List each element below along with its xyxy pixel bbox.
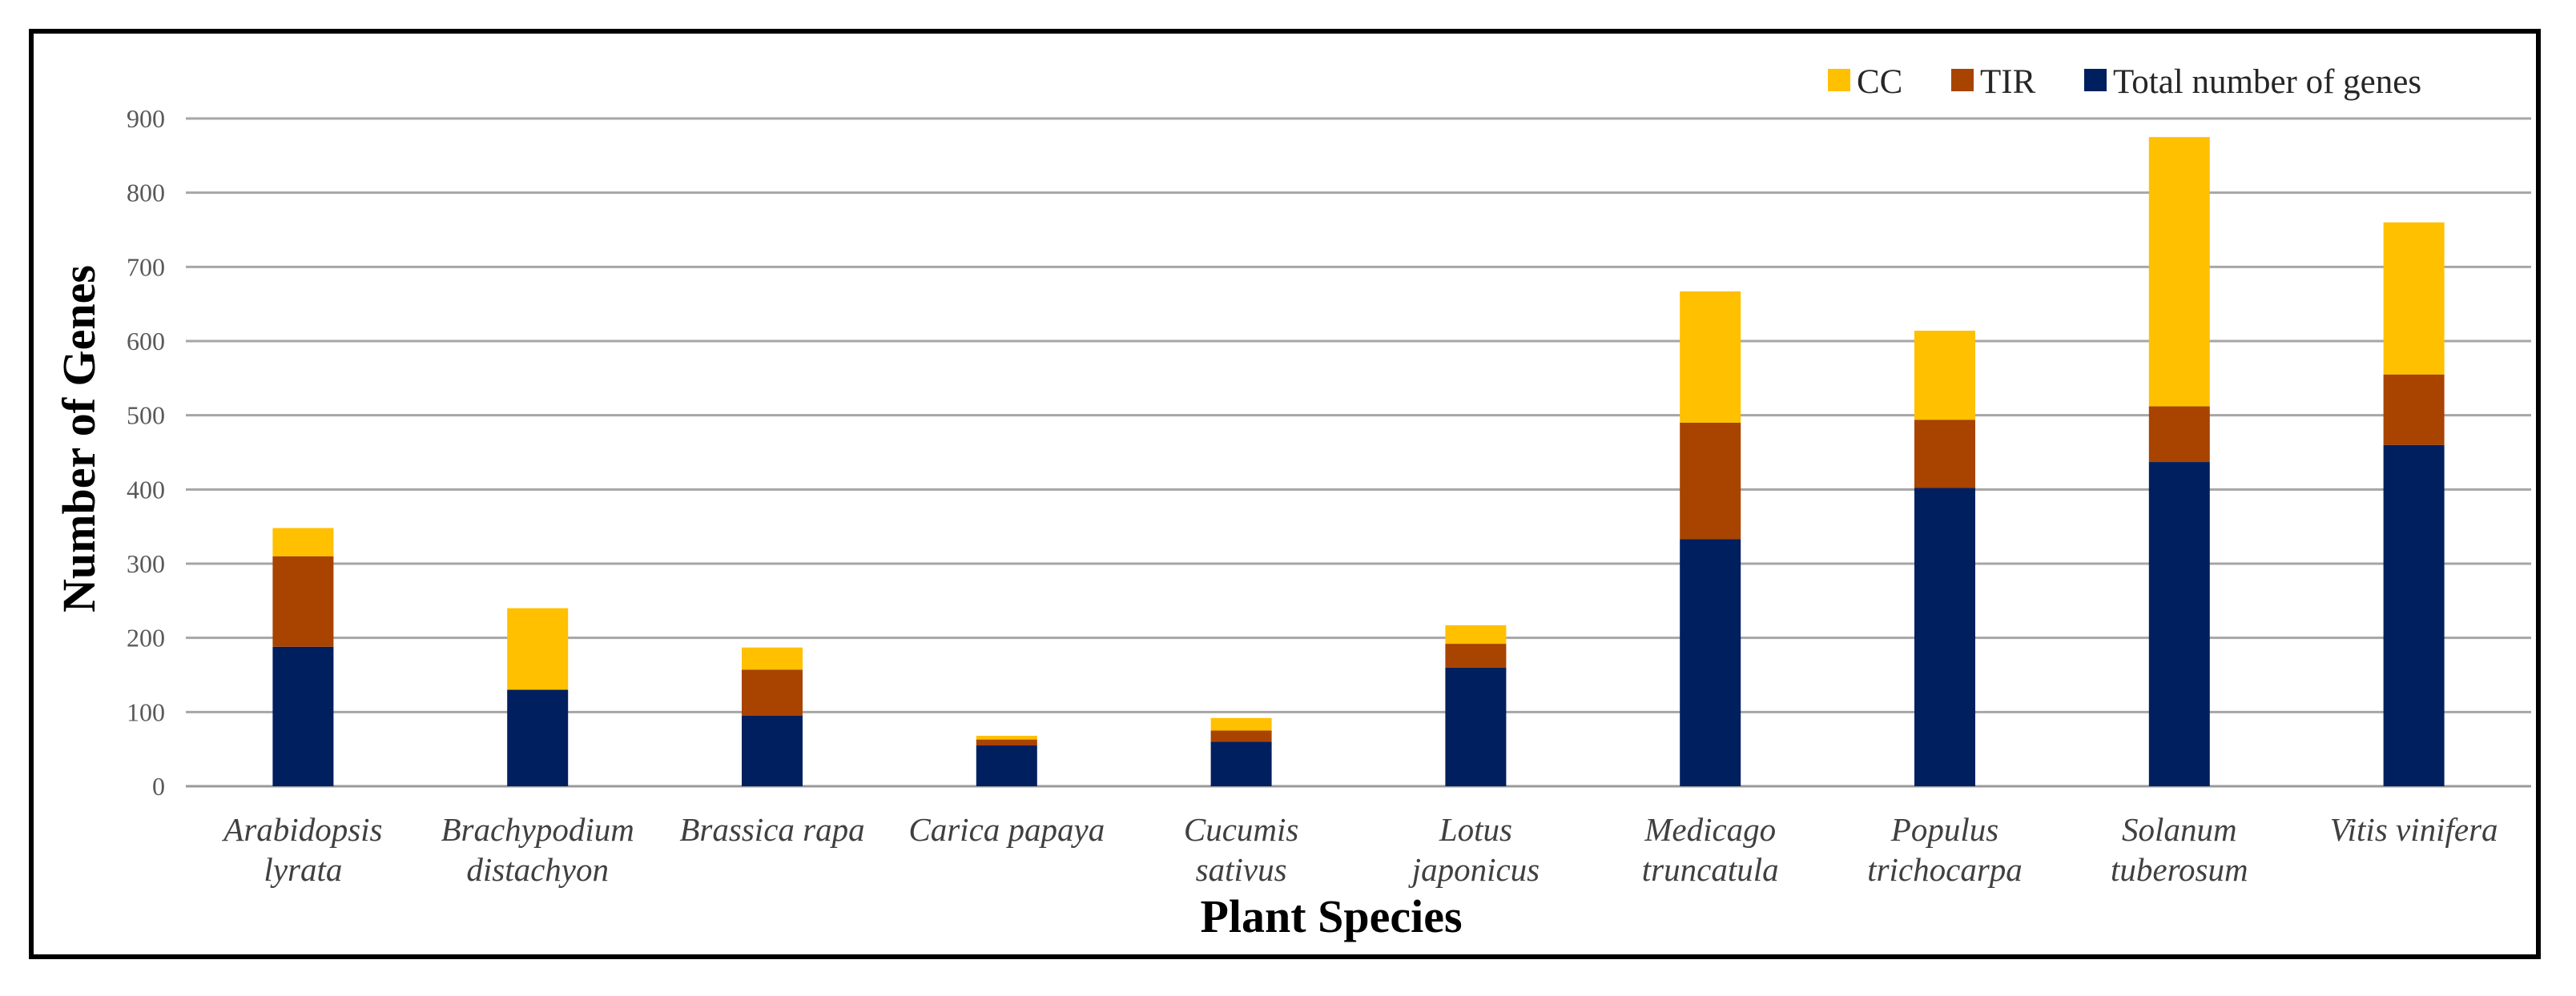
y-axis-ticks: 0 100 200 300 400 500 600 700 800 900: [127, 104, 165, 801]
x-category-label: Brassica rapa: [679, 811, 864, 848]
y-tick-label: 0: [152, 772, 165, 801]
x-category-label-line: Cucumis: [1184, 811, 1299, 848]
legend-label: Total number of genes: [2113, 63, 2421, 101]
x-category-label-line: distachyon: [466, 851, 609, 888]
x-category-label: Brachypodium distachyon: [441, 811, 634, 888]
x-category-label-line: Carica papaya: [908, 811, 1105, 848]
x-category-label-line: japonicus: [1408, 851, 1540, 888]
bar-segment: [976, 735, 1037, 740]
bar-segment: [272, 646, 334, 786]
bar-segment: [507, 689, 569, 786]
y-tick-label: 800: [127, 179, 165, 207]
y-tick-label: 500: [127, 401, 165, 430]
x-category-label-line: Solanum: [2122, 811, 2237, 848]
gridlines: [186, 117, 2531, 788]
x-category-label: Vitis vinifera: [2330, 811, 2498, 848]
bar-segment: [742, 647, 803, 670]
bar-segment: [1445, 644, 1507, 668]
x-category-label-line: truncatula: [1642, 851, 1779, 888]
legend-swatch: [1828, 69, 1850, 91]
y-tick-label: 100: [127, 697, 165, 726]
legend: CC TIR Total number of genes: [1828, 63, 2421, 101]
bar-segment: [1914, 420, 1975, 488]
x-category-label-line: trichocarpa: [1867, 851, 2023, 888]
legend-swatch: [2084, 69, 2107, 91]
y-tick-label: 700: [127, 252, 165, 281]
bar-segment: [2383, 444, 2445, 786]
bar-segment: [272, 528, 334, 556]
x-category-label-line: lyrata: [264, 851, 342, 888]
bar-segment: [1680, 539, 1741, 786]
x-category-label: Populus trichocarpa: [1867, 811, 2023, 888]
legend-label: CC: [1857, 63, 1902, 101]
bar-segment: [1210, 730, 1272, 742]
x-category-label: Medicago truncatula: [1642, 811, 1779, 888]
bars: [272, 137, 2445, 786]
bar-segment: [742, 715, 803, 786]
chart-frame: [29, 29, 2541, 959]
x-category-label-line: Medicago: [1644, 811, 1776, 848]
y-tick-label: 900: [127, 104, 165, 133]
y-tick-label: 600: [127, 327, 165, 355]
bar-segment: [1680, 422, 1741, 540]
bar-segment: [1210, 741, 1272, 786]
x-category-label: Carica papaya: [908, 811, 1105, 848]
y-axis-title: Number of Genes: [53, 265, 105, 612]
bar-segment: [1445, 625, 1507, 645]
bar-segment: [2148, 462, 2210, 786]
bar-segment: [507, 608, 569, 690]
bar-segment: [1680, 291, 1741, 423]
y-tick-label: 300: [127, 549, 165, 578]
bar-segment: [1445, 667, 1507, 786]
bar-segment: [2383, 222, 2445, 375]
x-axis-title: Plant Species: [1200, 890, 1462, 942]
legend-label: TIR: [1980, 63, 2036, 101]
x-category-label: Arabidopsis lyrata: [221, 811, 382, 888]
bar-segment: [976, 739, 1037, 746]
legend-swatch: [1951, 69, 1974, 91]
bar-segment: [1914, 488, 1975, 786]
x-category-label-line: sativus: [1196, 851, 1287, 888]
x-category-label-line: Brachypodium: [441, 811, 634, 848]
bar-segment: [272, 556, 334, 647]
x-category-label-line: Populus: [1890, 811, 1998, 848]
bar-segment: [742, 669, 803, 716]
x-category-label: Lotus japonicus: [1408, 811, 1540, 888]
y-tick-label: 400: [127, 475, 165, 504]
bar-segment: [2148, 406, 2210, 463]
bar-segment: [1914, 331, 1975, 420]
x-category-label: Solanum tuberosum: [2111, 811, 2248, 888]
bar-segment: [976, 745, 1037, 786]
bar-segment: [1210, 717, 1272, 731]
x-category-label: Cucumis sativus: [1184, 811, 1299, 888]
x-category-label-line: Brassica rapa: [679, 811, 864, 848]
bar-segment: [2148, 137, 2210, 407]
x-category-label-line: Vitis vinifera: [2330, 811, 2498, 848]
x-category-label-line: Arabidopsis: [221, 811, 382, 848]
bar-segment: [2383, 374, 2445, 445]
y-tick-label: 200: [127, 624, 165, 653]
x-category-label-line: tuberosum: [2111, 851, 2248, 888]
x-category-label-line: Lotus: [1439, 811, 1512, 848]
